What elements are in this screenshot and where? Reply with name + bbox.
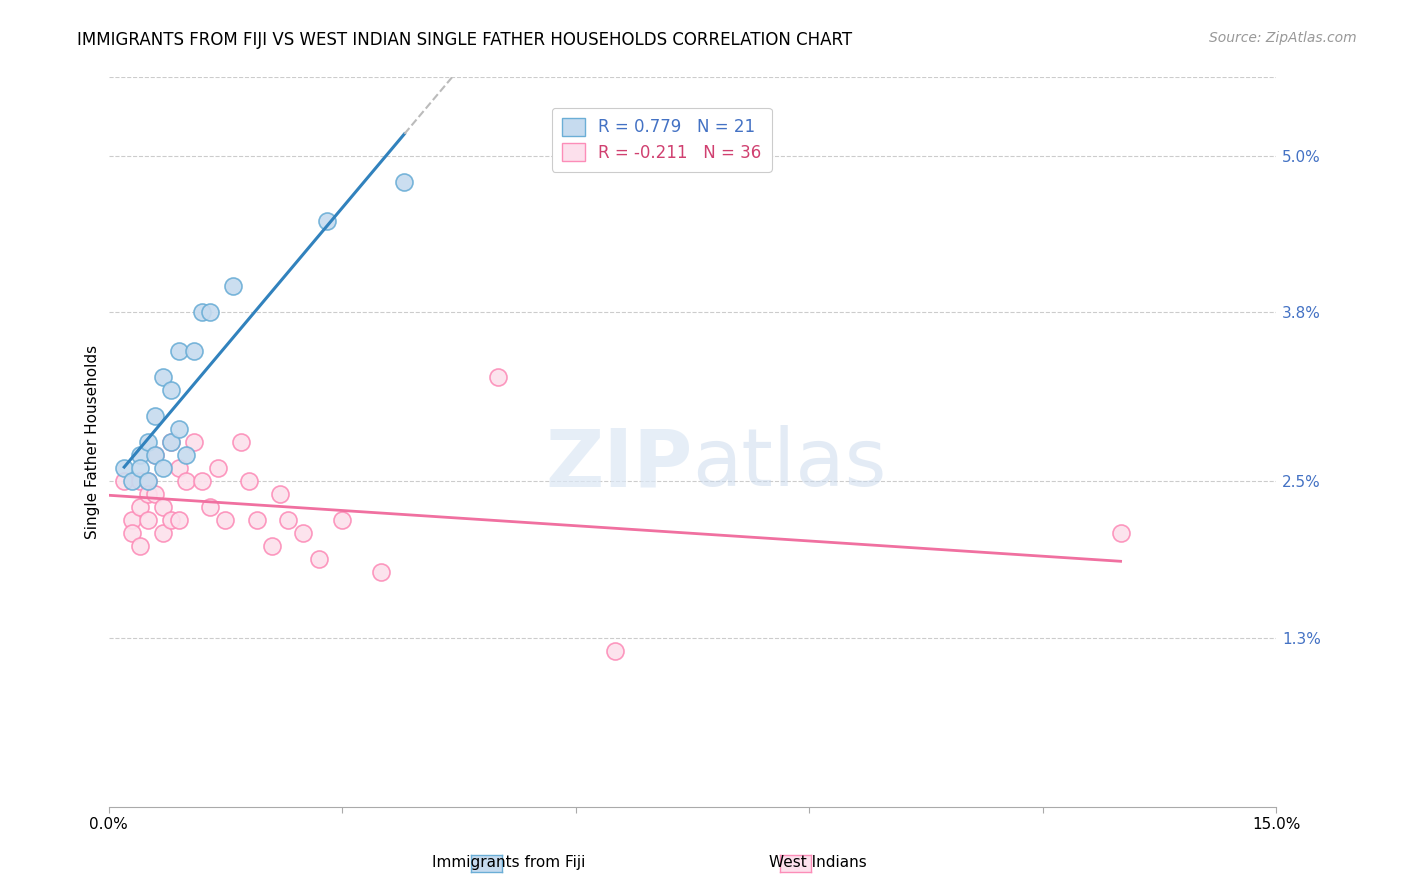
Point [167,461,190,475]
Point [262,540,284,554]
Point [143,448,166,462]
Point [121,475,143,489]
Point [207,461,229,475]
Point [229,435,252,450]
Point [112,475,135,489]
Text: West Indians: West Indians [769,855,868,870]
Point [160,383,183,397]
Point [128,500,150,515]
Point [176,448,198,462]
Point [152,500,174,515]
Point [269,487,291,501]
Point [191,475,214,489]
Point [143,487,166,501]
Point [292,526,315,541]
Point [176,475,198,489]
Point [136,487,159,501]
Point [136,435,159,450]
Point [167,422,190,436]
Point [160,435,183,450]
Point [603,643,626,657]
Point [1109,526,1132,541]
Point [330,513,353,527]
Y-axis label: Single Father Households: Single Father Households [86,345,100,540]
Point [128,448,150,462]
Point [128,461,150,475]
Text: Source: ZipAtlas.com: Source: ZipAtlas.com [1209,31,1357,45]
Point [121,513,143,527]
Text: IMMIGRANTS FROM FIJI VS WEST INDIAN SINGLE FATHER HOUSEHOLDS CORRELATION CHART: IMMIGRANTS FROM FIJI VS WEST INDIAN SING… [77,31,852,49]
Point [121,526,143,541]
Point [160,435,183,450]
Point [277,513,299,527]
Point [152,526,174,541]
Point [245,513,267,527]
Point [136,513,159,527]
Point [167,513,190,527]
Point [370,566,392,580]
Text: Immigrants from Fiji: Immigrants from Fiji [432,855,586,870]
Legend: R = 0.779   N = 21, R = -0.211   N = 36: R = 0.779 N = 21, R = -0.211 N = 36 [551,108,772,171]
Point [136,475,159,489]
Point [152,461,174,475]
Point [486,370,509,384]
Point [128,475,150,489]
Point [315,213,337,227]
Point [183,435,205,450]
Text: atlas: atlas [692,425,887,503]
Point [183,344,205,359]
Point [143,409,166,424]
Point [128,540,150,554]
Point [214,513,236,527]
Point [191,305,214,319]
Point [160,513,183,527]
Point [112,461,135,475]
Point [143,448,166,462]
Text: ZIP: ZIP [546,425,692,503]
Point [222,278,245,293]
Point [167,344,190,359]
Point [136,475,159,489]
Point [198,305,221,319]
Point [152,370,174,384]
Point [308,552,330,566]
Point [198,500,221,515]
Point [394,175,416,189]
Point [238,475,260,489]
